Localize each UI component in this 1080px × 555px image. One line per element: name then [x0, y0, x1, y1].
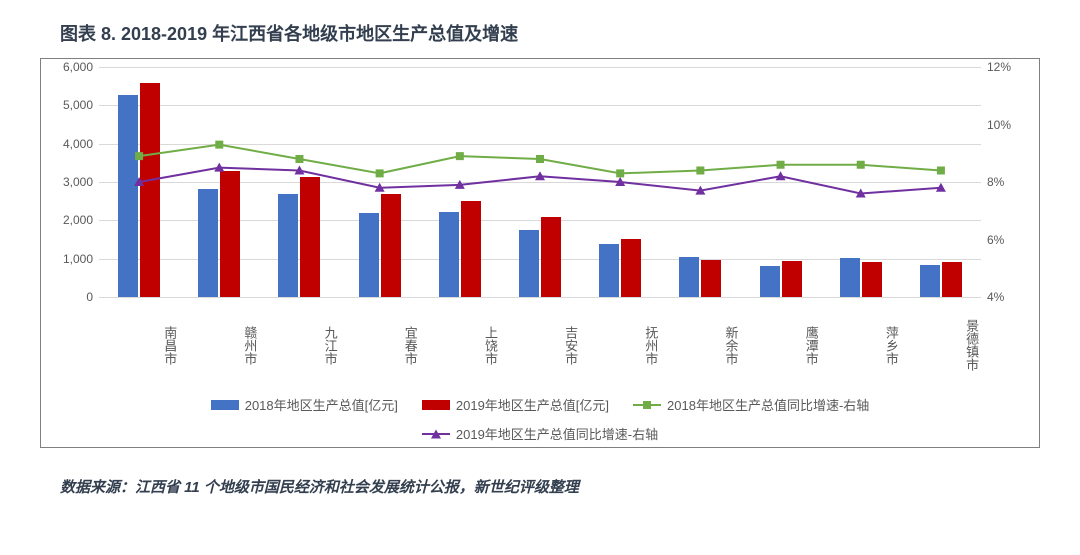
bar — [599, 244, 619, 297]
legend-line — [422, 433, 450, 435]
bar — [760, 266, 780, 297]
legend-line — [633, 404, 661, 406]
bar — [140, 83, 160, 298]
bar — [300, 177, 320, 297]
x-label: 上饶市 — [420, 301, 500, 389]
legend: 2018年地区生产总值[亿元] 2019年地区生产总值[亿元] 2018年地区生… — [99, 395, 981, 443]
bar — [942, 262, 962, 297]
bar — [519, 230, 539, 297]
bar — [920, 265, 940, 297]
y-axis-right: 4%6%8%10%12% — [983, 67, 1029, 297]
plot-area: 01,0002,0003,0004,0005,0006,000 4%6%8%10… — [99, 67, 981, 297]
bar — [782, 261, 802, 297]
legend-item-bar2019: 2019年地区生产总值[亿元] — [422, 395, 609, 414]
x-label: 吉安市 — [500, 301, 580, 389]
x-label: 南昌市 — [99, 301, 179, 389]
legend-item-line2019: 2019年地区生产总值同比增速-右轴 — [422, 424, 658, 443]
bar — [621, 239, 641, 297]
bar — [679, 257, 699, 297]
bar — [118, 95, 138, 297]
legend-label: 2019年地区生产总值同比增速-右轴 — [456, 424, 658, 443]
x-label: 九江市 — [259, 301, 339, 389]
x-label: 新余市 — [660, 301, 740, 389]
x-label: 鹰潭市 — [741, 301, 821, 389]
bar — [541, 217, 561, 297]
bar — [220, 171, 240, 297]
square-marker-icon — [643, 401, 651, 409]
legend-label: 2018年地区生产总值同比增速-右轴 — [667, 395, 869, 414]
bar — [359, 213, 379, 297]
bar — [381, 194, 401, 297]
x-label: 赣州市 — [179, 301, 259, 389]
x-label: 景德镇市 — [901, 301, 981, 389]
y-axis-left: 01,0002,0003,0004,0005,0006,000 — [51, 67, 97, 297]
bar — [840, 258, 860, 297]
legend-label: 2018年地区生产总值[亿元] — [245, 395, 398, 414]
bar — [701, 260, 721, 297]
x-label: 抚州市 — [580, 301, 660, 389]
x-label: 萍乡市 — [821, 301, 901, 389]
bar — [198, 189, 218, 297]
legend-item-line2018: 2018年地区生产总值同比增速-右轴 — [633, 395, 869, 414]
legend-swatch — [211, 400, 239, 410]
source-note: 数据来源：江西省 11 个地级市国民经济和社会发展统计公报，新世纪评级整理 — [40, 476, 1040, 497]
x-axis-labels: 南昌市赣州市九江市宜春市上饶市吉安市抚州市新余市鹰潭市萍乡市景德镇市 — [99, 301, 981, 389]
legend-label: 2019年地区生产总值[亿元] — [456, 395, 609, 414]
chart-container: 01,0002,0003,0004,0005,0006,000 4%6%8%10… — [40, 58, 1040, 448]
triangle-marker-icon — [431, 429, 441, 438]
legend-item-bar2018: 2018年地区生产总值[亿元] — [211, 395, 398, 414]
legend-swatch — [422, 400, 450, 410]
bar — [461, 201, 481, 297]
chart-title: 图表 8. 2018-2019 年江西省各地级市地区生产总值及增速 — [40, 20, 1040, 46]
bars-layer — [99, 67, 981, 297]
bar — [439, 212, 459, 297]
x-label: 宜春市 — [340, 301, 420, 389]
bar — [278, 194, 298, 298]
bar — [862, 262, 882, 297]
